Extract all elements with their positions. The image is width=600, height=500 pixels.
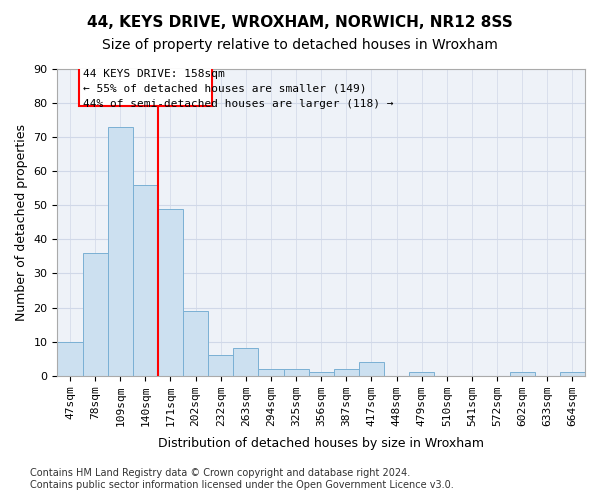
Bar <box>158 208 183 376</box>
Bar <box>83 253 107 376</box>
Bar <box>359 362 384 376</box>
Text: 44, KEYS DRIVE, WROXHAM, NORWICH, NR12 8SS: 44, KEYS DRIVE, WROXHAM, NORWICH, NR12 8… <box>87 15 513 30</box>
Bar <box>334 369 359 376</box>
Bar <box>509 372 535 376</box>
Bar <box>58 342 83 376</box>
Text: 44 KEYS DRIVE: 158sqm
← 55% of detached houses are smaller (149)
44% of semi-det: 44 KEYS DRIVE: 158sqm ← 55% of detached … <box>83 69 393 108</box>
Bar <box>107 127 133 376</box>
Bar <box>284 369 308 376</box>
Bar <box>208 355 233 376</box>
Bar <box>560 372 585 376</box>
Bar <box>183 311 208 376</box>
X-axis label: Distribution of detached houses by size in Wroxham: Distribution of detached houses by size … <box>158 437 484 450</box>
Bar <box>409 372 434 376</box>
Bar <box>233 348 259 376</box>
Bar <box>259 369 284 376</box>
Bar <box>308 372 334 376</box>
Text: Contains HM Land Registry data © Crown copyright and database right 2024.
Contai: Contains HM Land Registry data © Crown c… <box>30 468 454 490</box>
Text: Size of property relative to detached houses in Wroxham: Size of property relative to detached ho… <box>102 38 498 52</box>
FancyBboxPatch shape <box>79 66 212 106</box>
Y-axis label: Number of detached properties: Number of detached properties <box>15 124 28 321</box>
Bar <box>133 185 158 376</box>
